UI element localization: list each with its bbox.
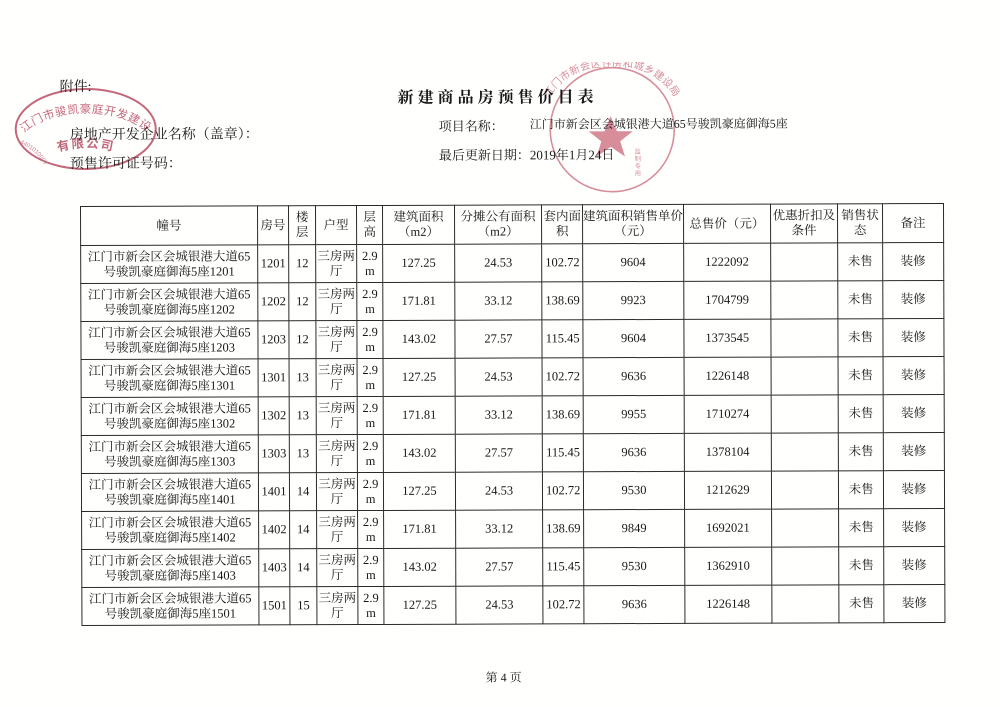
- svg-text:4401010007: 4401010007: [19, 140, 48, 167]
- svg-text:监制专用: 监制专用: [633, 147, 642, 178]
